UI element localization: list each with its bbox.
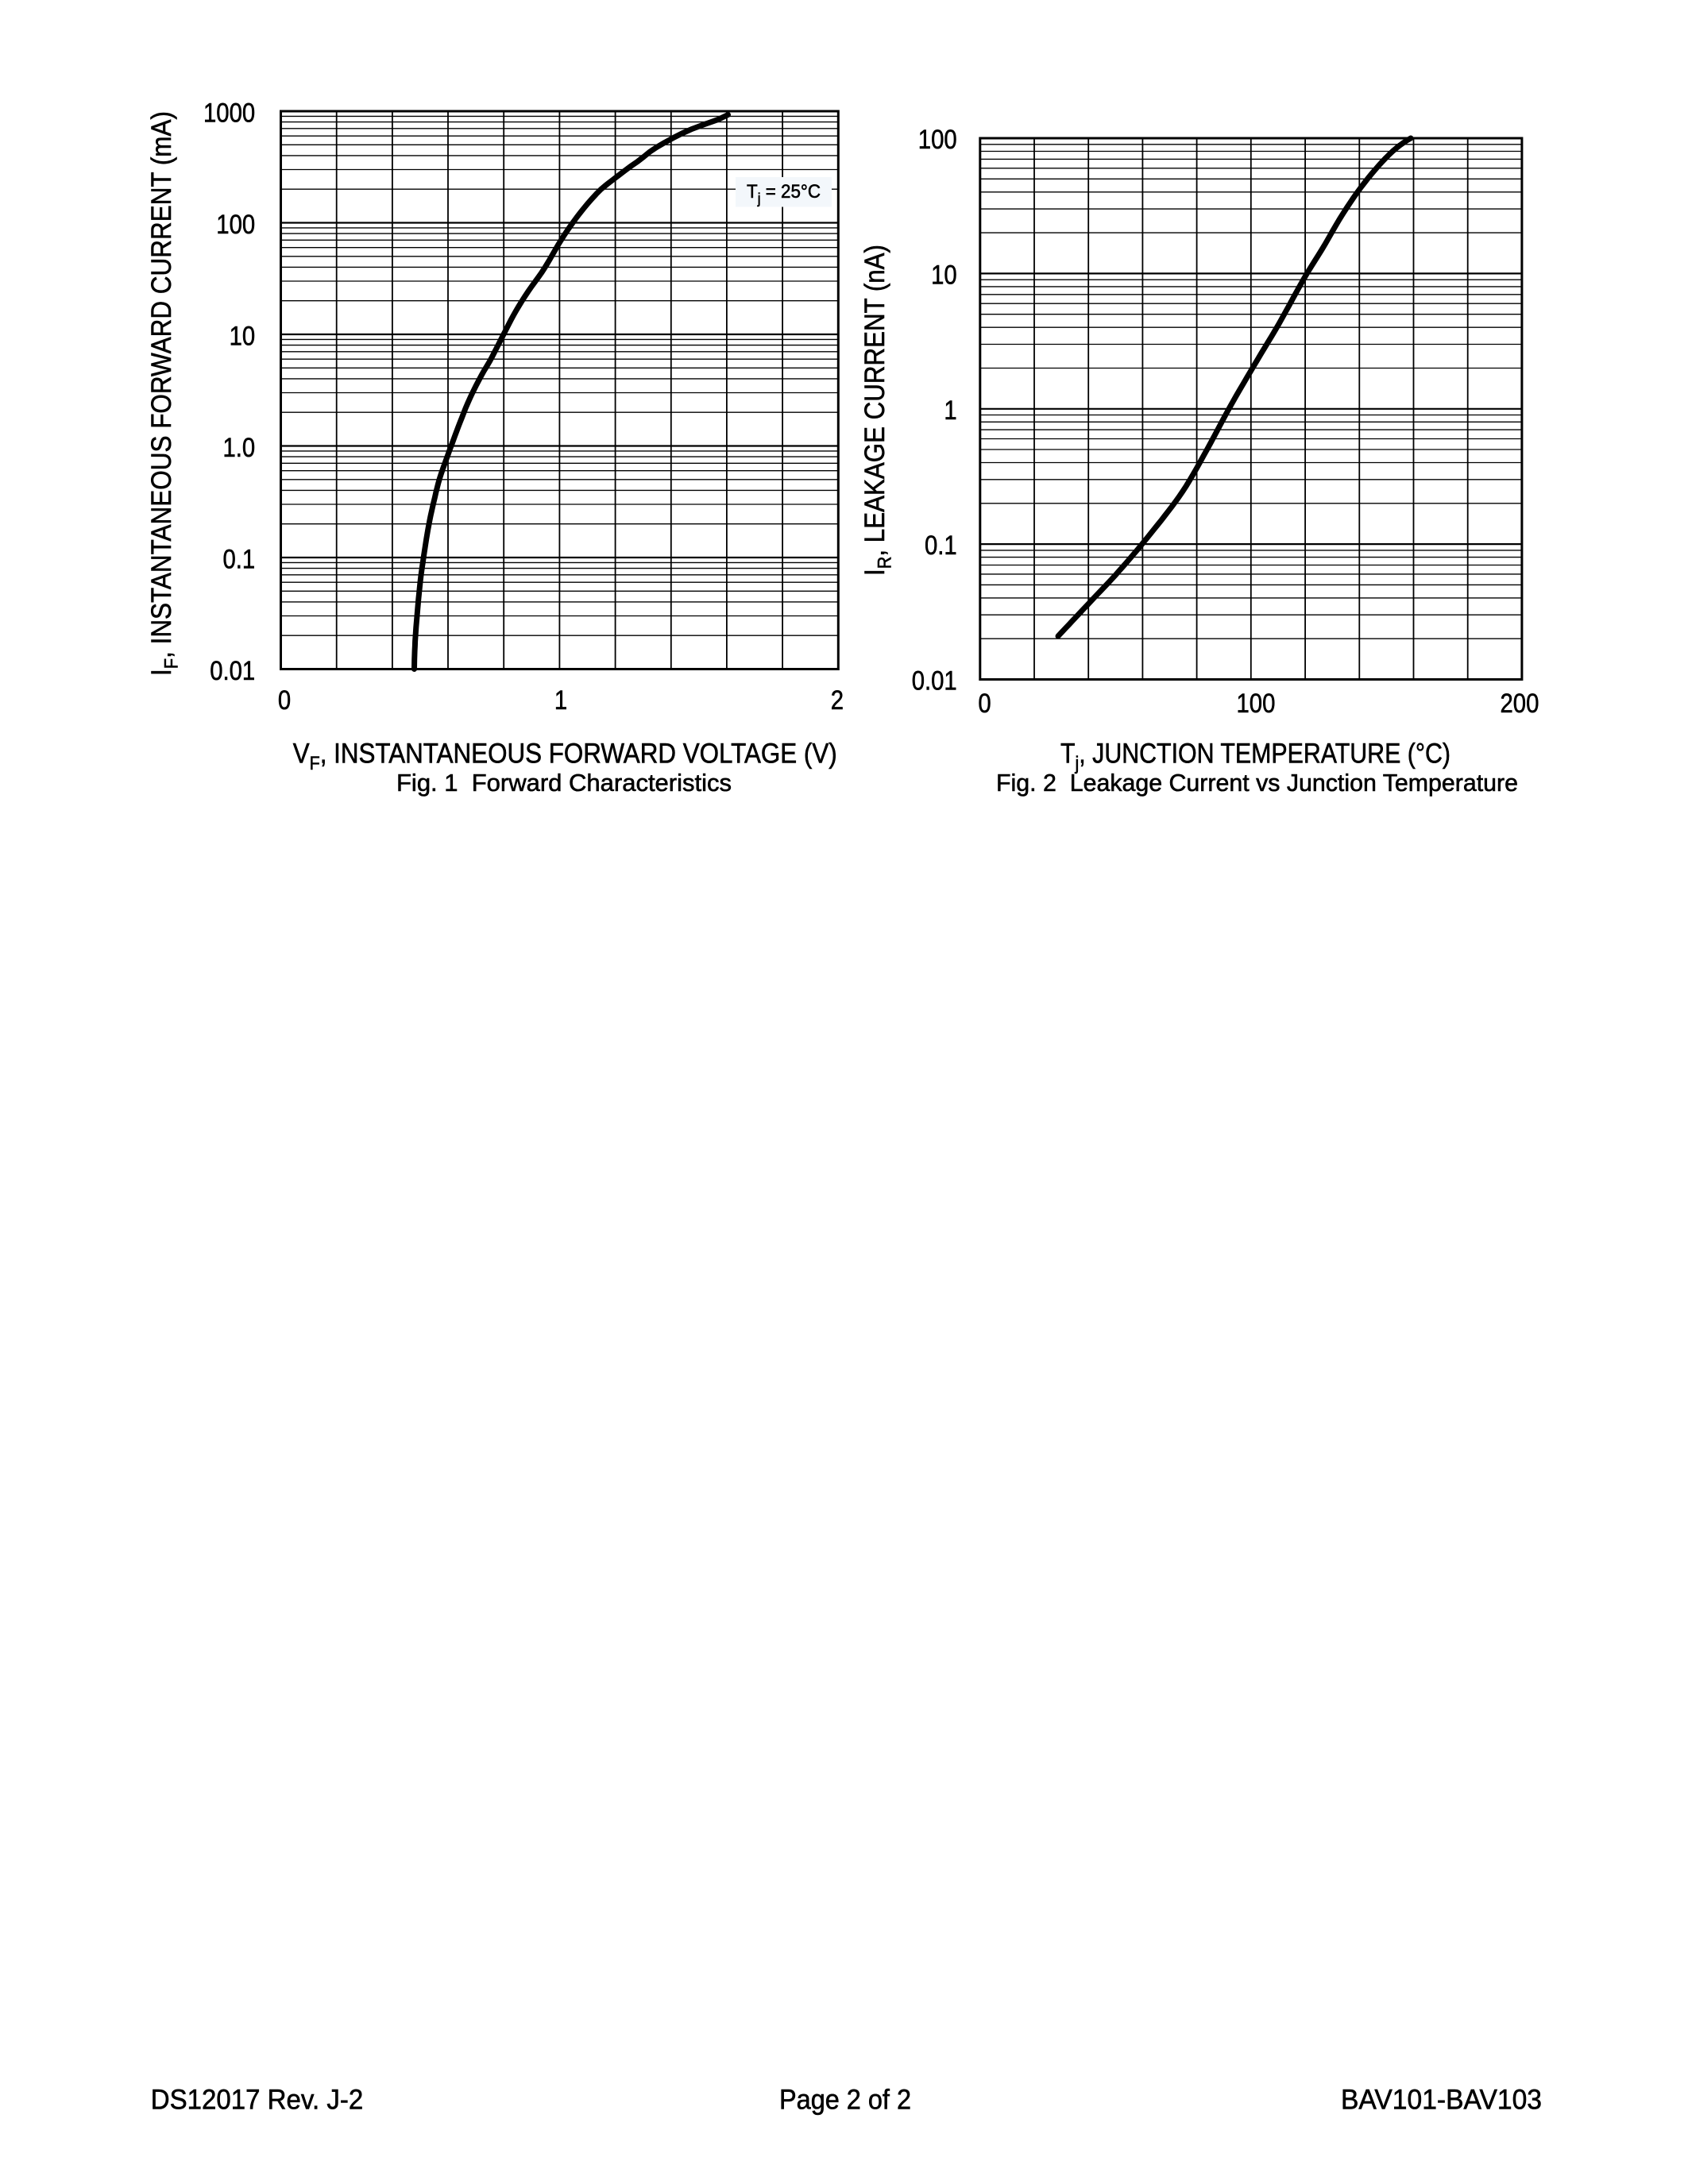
- svg-text:1: 1: [554, 685, 567, 716]
- svg-text:j: j: [1075, 753, 1080, 774]
- svg-text:0.01: 0.01: [210, 656, 255, 686]
- svg-text:Page 2 of 2: Page 2 of 2: [779, 2085, 911, 2116]
- svg-text:, INSTANTANEOUS FORWARD VOLTAG: , INSTANTANEOUS FORWARD VOLTAGE (V): [320, 739, 837, 770]
- svg-text:100: 100: [1237, 689, 1276, 719]
- svg-text:T: T: [747, 181, 758, 203]
- svg-text:0.1: 0.1: [925, 531, 957, 561]
- svg-text:0.01: 0.01: [912, 666, 957, 696]
- svg-text:I: I: [859, 569, 890, 576]
- svg-text:1000: 1000: [203, 98, 255, 128]
- svg-text:, JUNCTION TEMPERATURE (°C): , JUNCTION TEMPERATURE (°C): [1079, 739, 1450, 770]
- svg-text:, INSTANTANEOUS FORWARD CURREN: , INSTANTANEOUS FORWARD CURRENT (mA): [146, 111, 177, 658]
- svg-text:, LEAKAGE CURRENT (nA): , LEAKAGE CURRENT (nA): [859, 245, 890, 557]
- svg-text:0.1: 0.1: [223, 544, 256, 574]
- svg-text:DS12017 Rev. J-2: DS12017 Rev. J-2: [151, 2085, 363, 2116]
- svg-text:I: I: [146, 669, 177, 676]
- svg-text:0: 0: [978, 689, 991, 719]
- svg-text:100: 100: [918, 125, 957, 155]
- svg-text:F: F: [310, 753, 320, 774]
- svg-text:F: F: [161, 658, 183, 669]
- svg-text:= 25°C: = 25°C: [761, 181, 821, 203]
- svg-text:R: R: [875, 557, 896, 569]
- svg-text:j: j: [757, 191, 761, 206]
- svg-text:0: 0: [278, 685, 291, 716]
- svg-text:Fig. 2 Leakage Current vs Jun: Fig. 2 Leakage Current vs Junction Tempe…: [996, 769, 1518, 797]
- svg-text:10: 10: [931, 260, 957, 290]
- svg-text:10: 10: [230, 321, 256, 351]
- svg-text:2: 2: [831, 685, 844, 716]
- svg-text:V: V: [293, 739, 310, 770]
- svg-text:1.0: 1.0: [223, 433, 256, 463]
- svg-text:100: 100: [216, 210, 255, 240]
- svg-text:200: 200: [1501, 689, 1539, 719]
- svg-text:Fig. 1 Forward Characteristic: Fig. 1 Forward Characteristics: [396, 769, 732, 797]
- svg-text:T: T: [1060, 739, 1076, 770]
- svg-text:BAV101-BAV103: BAV101-BAV103: [1341, 2085, 1542, 2116]
- svg-text:1: 1: [944, 396, 956, 426]
